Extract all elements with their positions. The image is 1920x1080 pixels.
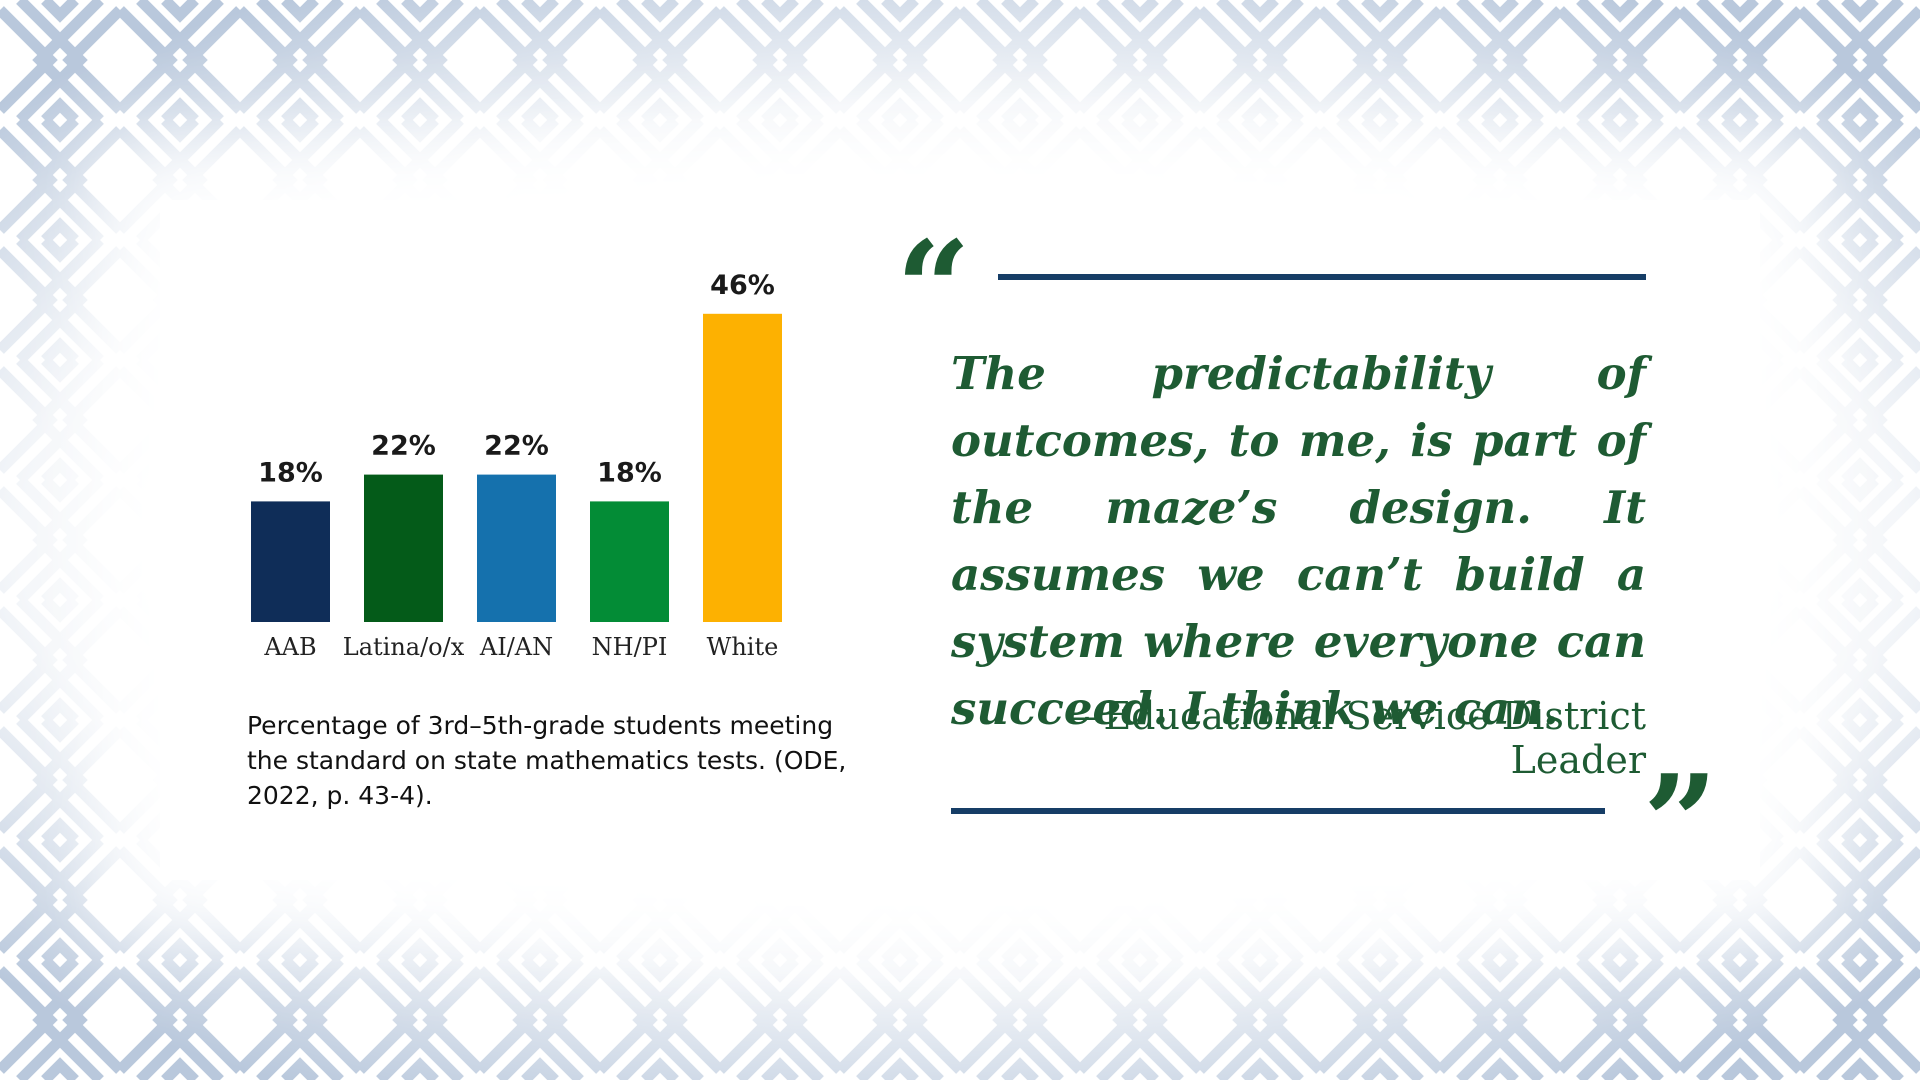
open-quote-icon: “	[896, 212, 971, 365]
bar-latina-o-x	[364, 474, 443, 622]
category-label: NH/PI	[592, 633, 668, 661]
top-rule	[998, 274, 1646, 280]
bar-value-label: 46%	[710, 270, 775, 301]
bottom-rule	[951, 808, 1605, 814]
bar-white	[703, 313, 782, 622]
bar-value-label: 22%	[371, 431, 436, 462]
category-label: Latina/o/x	[343, 633, 465, 661]
category-label: AAB	[263, 633, 316, 661]
bar-ai-an	[477, 474, 556, 622]
chart-caption: Percentage of 3rd–5th-grade students mee…	[247, 711, 847, 810]
bar-value-label: 18%	[258, 457, 323, 488]
category-label: White	[707, 633, 779, 661]
bar-aab	[251, 501, 330, 622]
bar-nh-pi	[590, 501, 669, 622]
bar-value-label: 22%	[484, 431, 549, 462]
close-quote-icon: ”	[1643, 746, 1718, 899]
quote-attribution: —Educational Service District Leader	[1065, 694, 1646, 782]
category-label: AI/AN	[479, 633, 553, 661]
quote-text: The predictability of outcomes, to me, i…	[951, 347, 1646, 735]
bar-value-label: 18%	[597, 457, 662, 488]
